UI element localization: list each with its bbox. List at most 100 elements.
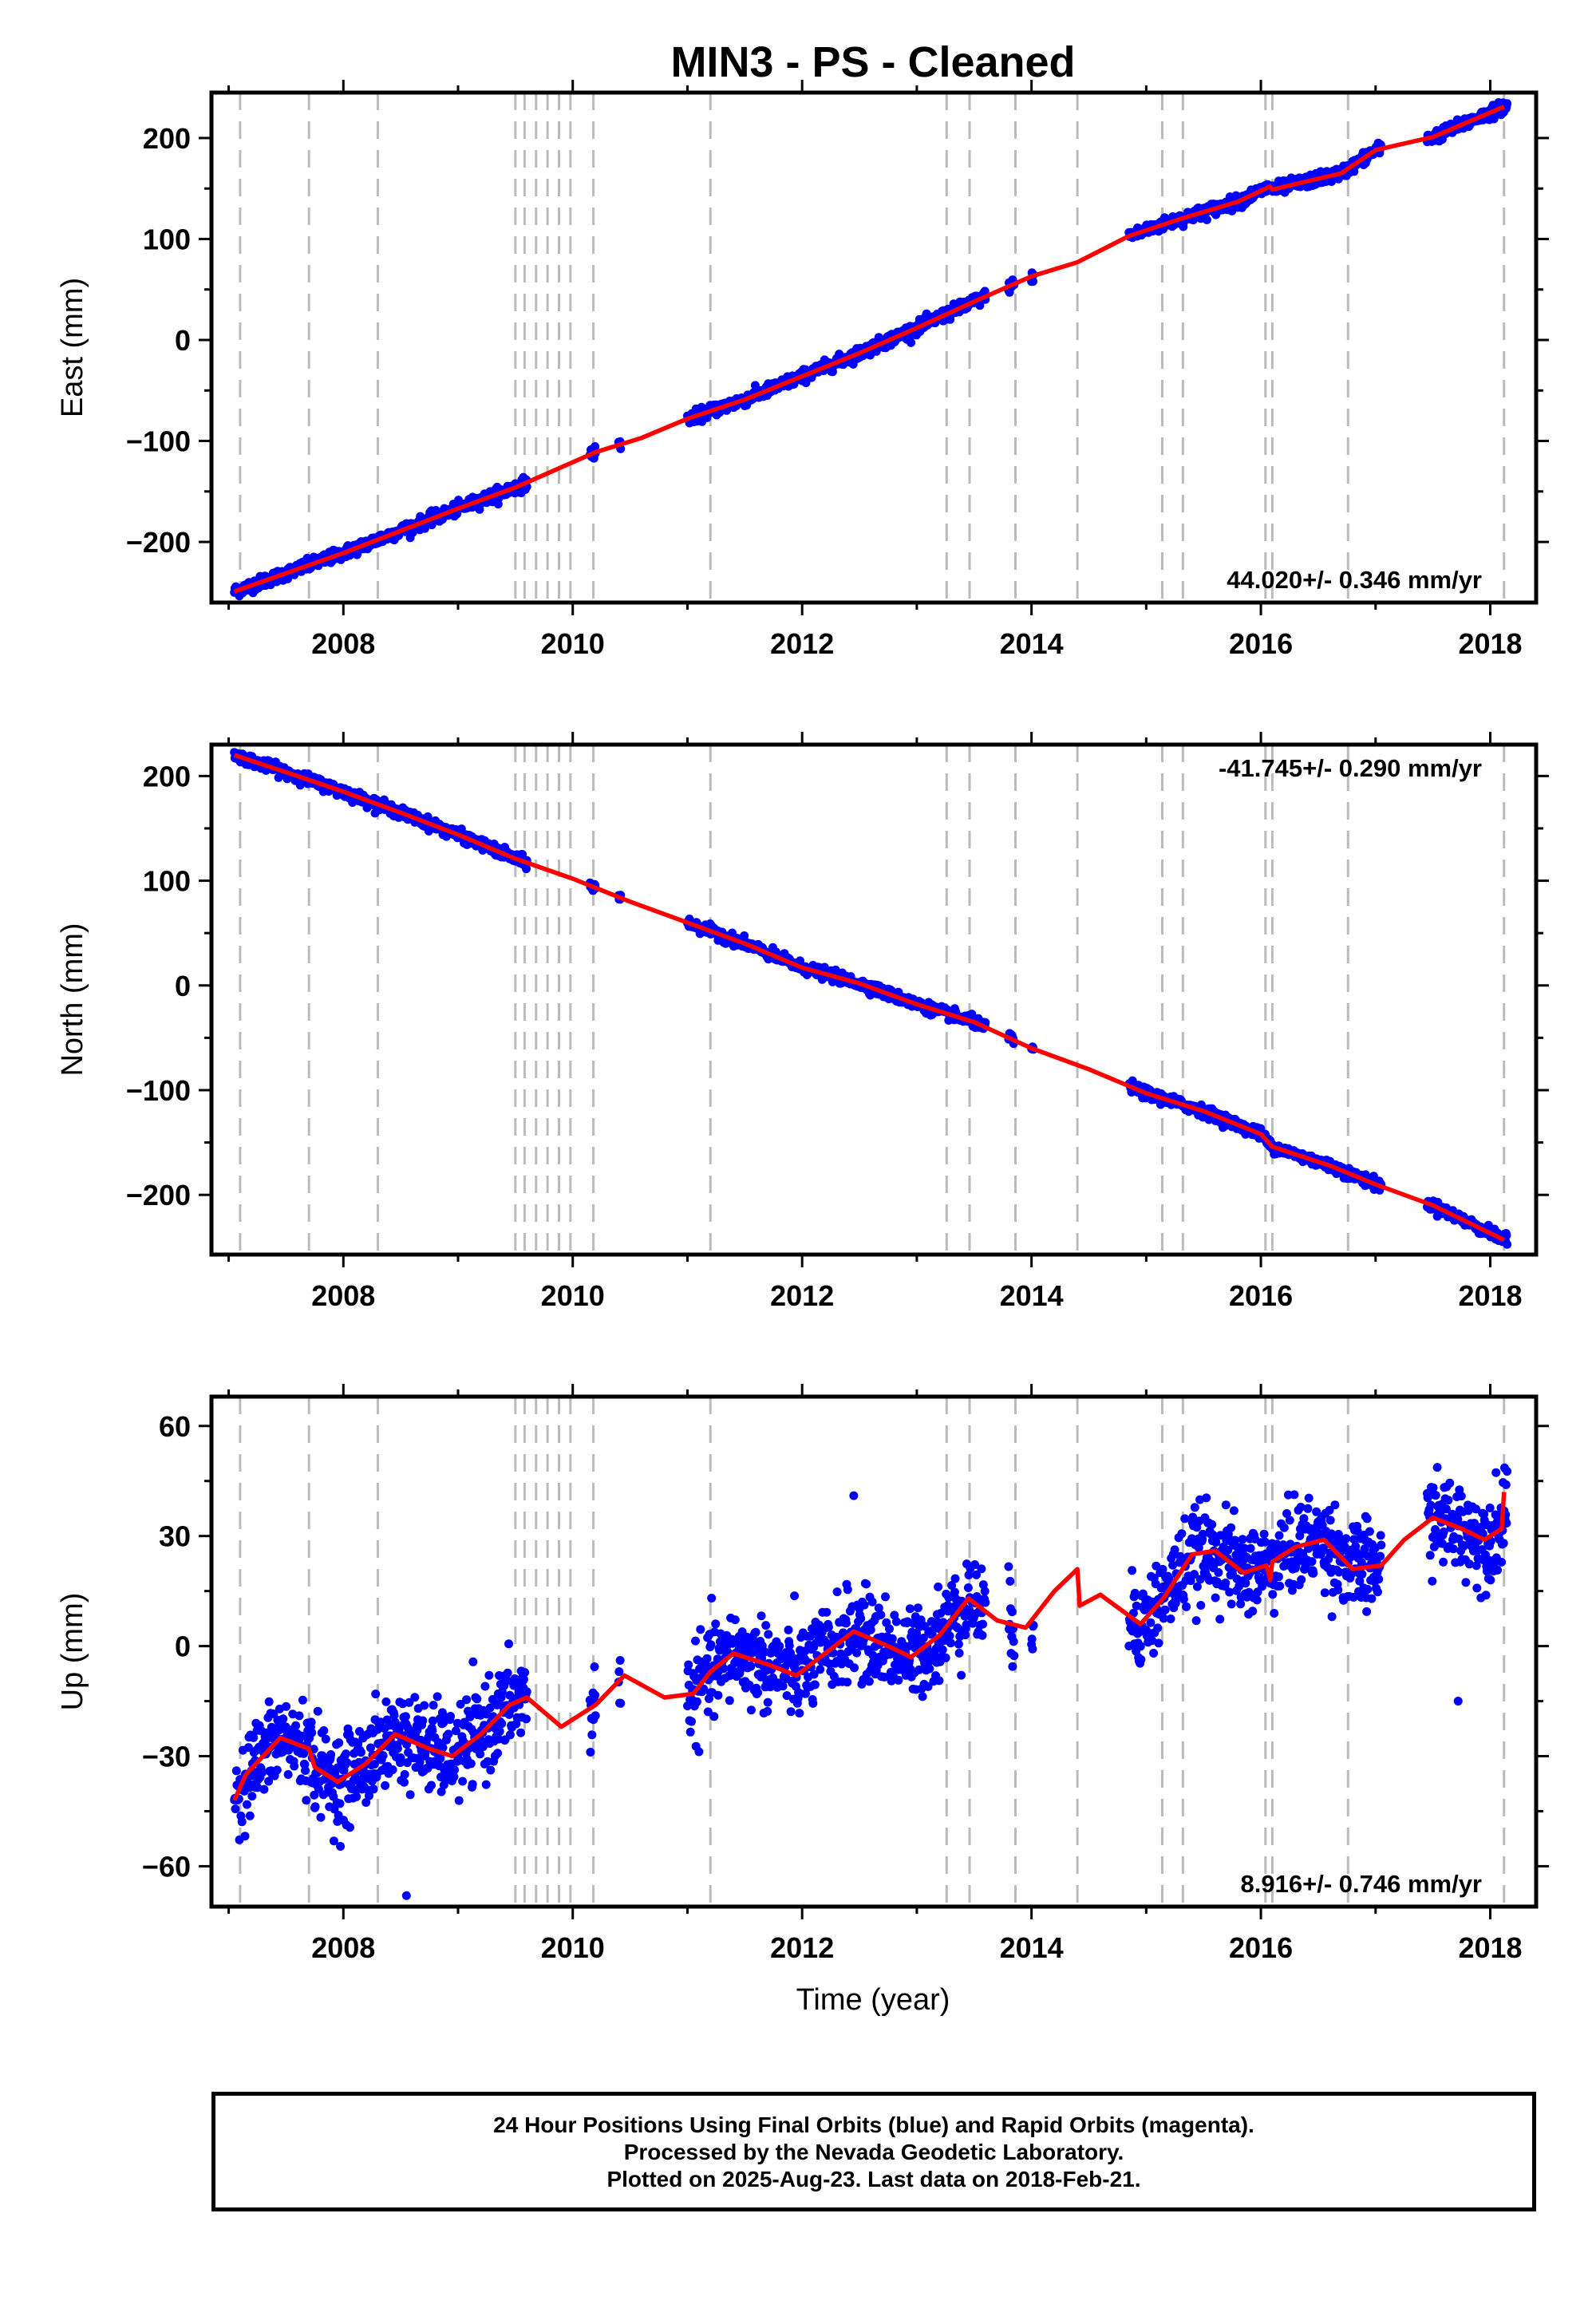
x-tick-label: 2018: [1458, 627, 1522, 660]
data-point: [290, 1761, 299, 1771]
data-point: [264, 1697, 274, 1706]
data-point: [456, 1699, 465, 1709]
data-point: [410, 1693, 420, 1702]
data-point: [876, 1611, 886, 1619]
data-point: [694, 1747, 704, 1757]
data-point: [684, 1660, 693, 1670]
data-point: [786, 1707, 796, 1717]
data-point: [702, 1654, 712, 1663]
data-point: [790, 1591, 800, 1601]
data-point: [418, 1716, 428, 1725]
data-point: [784, 1641, 794, 1650]
data-point: [591, 1690, 600, 1700]
data-point: [342, 1749, 350, 1759]
data-point: [522, 1714, 531, 1724]
data-point: [730, 1615, 740, 1625]
x-tick-label: 2014: [1000, 1279, 1064, 1312]
data-point: [859, 1600, 869, 1610]
data-point: [764, 1630, 773, 1639]
data-point: [687, 1717, 696, 1726]
data-point: [373, 1725, 382, 1734]
y-tick-label: −100: [126, 425, 191, 458]
panel-1: 2008 2010 2012 2014 2016 2018−200−1000100200E…: [56, 80, 1549, 660]
data-point: [243, 1800, 251, 1809]
data-point: [476, 1749, 485, 1759]
data-point: [1503, 99, 1512, 109]
data-point: [706, 1640, 716, 1650]
data-point: [480, 1682, 490, 1691]
data-point: [778, 1682, 788, 1691]
data-point: [393, 1744, 402, 1753]
data-point: [915, 1665, 924, 1674]
y-tick-label: −100: [126, 1074, 191, 1107]
data-point: [616, 1698, 626, 1708]
data-point: [462, 1695, 472, 1705]
data-point: [415, 1757, 425, 1767]
data-point: [522, 1687, 531, 1697]
data-point: [685, 1727, 695, 1737]
data-point: [590, 1662, 599, 1671]
data-point: [427, 1780, 436, 1790]
data-point: [356, 1748, 365, 1757]
data-point: [980, 287, 990, 296]
data-point: [707, 1594, 717, 1603]
data-point: [346, 1823, 354, 1832]
data-point: [319, 1726, 329, 1735]
data-point: [903, 1642, 913, 1651]
data-point: [237, 1817, 247, 1827]
data-point: [907, 338, 916, 347]
data-point: [484, 1670, 494, 1680]
data-point: [369, 1784, 378, 1794]
plot-area-2: [230, 745, 1512, 1255]
data-point: [843, 1678, 852, 1687]
data-point: [885, 1624, 894, 1634]
data-point: [967, 1010, 977, 1019]
data-point: [433, 1692, 442, 1701]
data-point: [495, 1727, 504, 1736]
data-point: [257, 1768, 267, 1777]
data-point: [737, 1664, 746, 1674]
data-point: [867, 1597, 877, 1607]
plot-frame: [209, 742, 1539, 1257]
data-point: [438, 1743, 448, 1753]
panels: 2008 2010 2012 2014 2016 2018−200−1000100200E…: [56, 80, 1549, 1964]
data-point: [894, 1675, 903, 1685]
y-tick-label: 200: [143, 122, 191, 155]
data-point: [856, 1614, 866, 1623]
data-point: [1349, 167, 1359, 176]
data-point: [396, 1753, 405, 1762]
model-line: [233, 105, 1505, 594]
data-point: [522, 864, 531, 874]
data-point: [586, 1748, 595, 1757]
data-point: [753, 1688, 763, 1697]
y-tick-label: 100: [143, 865, 191, 898]
data-point: [832, 1587, 842, 1597]
data-point: [342, 1758, 352, 1768]
data-point: [390, 1717, 400, 1727]
data-point: [481, 1780, 491, 1789]
data-point: [378, 1751, 388, 1761]
data-point: [784, 1625, 793, 1634]
data-point: [709, 1712, 719, 1721]
data-point: [850, 1663, 859, 1673]
data-point: [696, 1625, 705, 1634]
data-point: [615, 1656, 625, 1665]
data-point: [782, 1691, 792, 1701]
x-tick-label: 2016: [1229, 627, 1293, 660]
data-point: [352, 1792, 361, 1801]
data-point: [334, 1738, 344, 1748]
data-point: [405, 1790, 415, 1800]
data-point: [591, 1711, 600, 1721]
data-point: [864, 1677, 874, 1686]
data-point: [365, 1791, 373, 1800]
data-point: [247, 1792, 257, 1801]
data-point: [400, 1769, 409, 1779]
data-point: [388, 1765, 397, 1774]
data-point: [428, 1716, 437, 1725]
data-point: [852, 1648, 862, 1658]
data-point: [291, 1721, 301, 1730]
x-tick-label: 2008: [311, 627, 375, 660]
data-point: [269, 1709, 279, 1718]
x-tick-label: 2014: [1000, 627, 1064, 660]
